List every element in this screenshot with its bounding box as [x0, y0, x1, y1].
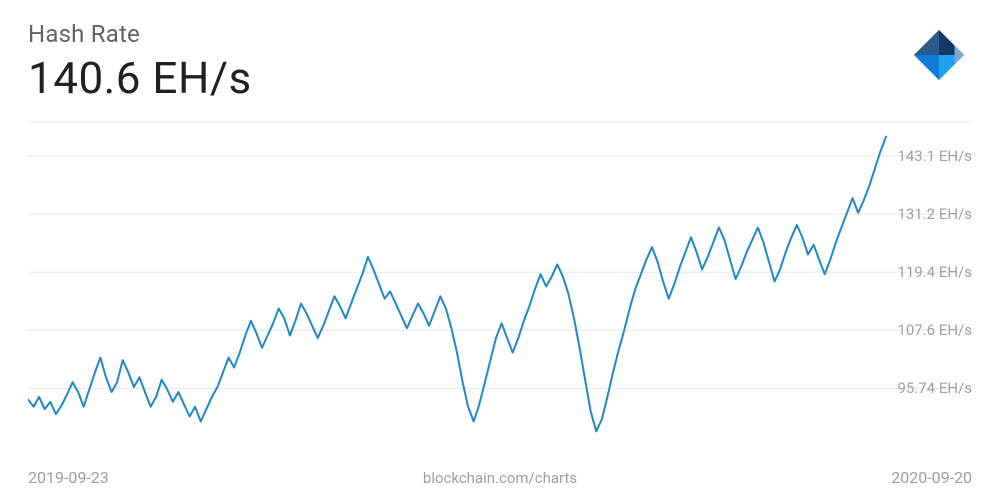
- header: Hash Rate 140.6 EH/s: [28, 20, 972, 104]
- chart-title: Hash Rate: [28, 20, 252, 48]
- chart-area: 95.74 EH/s 107.6 EH/s 119.4 EH/s 131.2 EH/s…: [28, 114, 972, 454]
- x-axis-start-label: 2019-09-23: [28, 468, 109, 487]
- title-block: Hash Rate 140.6 EH/s: [28, 20, 252, 104]
- y-axis-tick-label: 107.6 EH/s: [897, 321, 972, 339]
- y-axis-tick-label: 95.74 EH/s: [897, 379, 972, 397]
- blockchain-logo-icon: [906, 22, 972, 88]
- y-axis-tick-label: 131.2 EH/s: [897, 205, 972, 223]
- chart-svg: [28, 114, 972, 454]
- hashrate-chart-card: Hash Rate 140.6 EH/s 95.74 EH/s 107.6 EH/…: [0, 0, 1000, 500]
- y-axis-tick-label: 119.4 EH/s: [897, 263, 972, 281]
- chart-current-value: 140.6 EH/s: [28, 52, 252, 104]
- x-axis-end-label: 2020-09-20: [891, 468, 972, 487]
- hashrate-series-line: [28, 137, 886, 432]
- chart-source-label: blockchain.com/charts: [423, 469, 577, 487]
- chart-footer: 2019-09-23 blockchain.com/charts 2020-09…: [28, 468, 972, 487]
- y-axis-tick-label: 143.1 EH/s: [897, 147, 972, 165]
